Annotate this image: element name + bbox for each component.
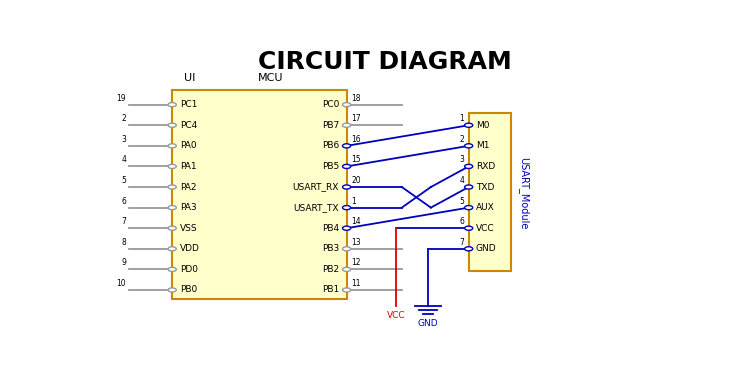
Circle shape <box>168 288 176 292</box>
Text: 16: 16 <box>351 135 361 144</box>
Text: PB7: PB7 <box>322 121 339 130</box>
Text: 4: 4 <box>122 155 126 165</box>
Text: PA2: PA2 <box>180 183 196 191</box>
Text: VDD: VDD <box>180 244 200 253</box>
Text: PC1: PC1 <box>180 100 197 109</box>
Circle shape <box>168 226 176 230</box>
Text: USART_TX: USART_TX <box>293 203 339 212</box>
Text: PB6: PB6 <box>322 141 339 151</box>
Text: 15: 15 <box>351 155 361 165</box>
Bar <box>172 90 346 299</box>
Text: USART_RX: USART_RX <box>292 183 339 191</box>
Text: M1: M1 <box>476 141 489 151</box>
Text: PA0: PA0 <box>180 141 196 151</box>
Text: TXD: TXD <box>476 183 494 191</box>
Circle shape <box>168 103 176 107</box>
Text: MCU: MCU <box>258 73 284 83</box>
Text: PA1: PA1 <box>180 162 196 171</box>
Circle shape <box>343 226 351 230</box>
Circle shape <box>343 103 351 107</box>
Text: 7: 7 <box>122 217 126 226</box>
Text: VSS: VSS <box>180 224 197 233</box>
Text: VCC: VCC <box>387 311 405 320</box>
Text: 8: 8 <box>122 238 126 247</box>
Text: 6: 6 <box>122 197 126 206</box>
Text: 10: 10 <box>117 279 126 288</box>
Text: RXD: RXD <box>476 162 495 171</box>
Text: CIRCUIT DIAGRAM: CIRCUIT DIAGRAM <box>257 50 512 74</box>
Text: 3: 3 <box>459 155 464 165</box>
Circle shape <box>343 164 351 168</box>
Text: 20: 20 <box>351 176 361 185</box>
Circle shape <box>168 206 176 210</box>
Text: 6: 6 <box>459 217 464 226</box>
Circle shape <box>343 206 351 210</box>
Text: PD0: PD0 <box>180 265 198 274</box>
Text: 1: 1 <box>459 114 464 123</box>
Circle shape <box>168 123 176 127</box>
Text: 5: 5 <box>459 197 464 206</box>
Text: 2: 2 <box>459 135 464 144</box>
Text: GND: GND <box>418 319 438 327</box>
Circle shape <box>343 247 351 251</box>
Text: 9: 9 <box>122 258 126 267</box>
Circle shape <box>464 123 472 127</box>
Circle shape <box>168 144 176 148</box>
Circle shape <box>168 164 176 168</box>
Text: PC4: PC4 <box>180 121 197 130</box>
Circle shape <box>343 288 351 292</box>
Text: 14: 14 <box>351 217 361 226</box>
Circle shape <box>168 267 176 272</box>
Text: 2: 2 <box>122 114 126 123</box>
Circle shape <box>464 164 472 168</box>
Text: PB1: PB1 <box>322 285 339 295</box>
Text: VCC: VCC <box>476 224 494 233</box>
Circle shape <box>464 247 472 251</box>
Text: 11: 11 <box>351 279 361 288</box>
Text: AUX: AUX <box>476 203 494 212</box>
Text: 19: 19 <box>117 94 126 103</box>
Text: M0: M0 <box>476 121 489 130</box>
Circle shape <box>464 185 472 189</box>
Circle shape <box>343 144 351 148</box>
Circle shape <box>464 206 472 210</box>
Text: 18: 18 <box>351 94 361 103</box>
Bar <box>469 113 511 271</box>
Text: 1: 1 <box>351 197 356 206</box>
Text: 13: 13 <box>351 238 361 247</box>
Text: PB4: PB4 <box>322 224 339 233</box>
Circle shape <box>464 144 472 148</box>
Text: PB0: PB0 <box>180 285 197 295</box>
Circle shape <box>343 267 351 272</box>
Circle shape <box>168 247 176 251</box>
Text: GND: GND <box>476 244 496 253</box>
Text: 17: 17 <box>351 114 361 123</box>
Text: PC0: PC0 <box>322 100 339 109</box>
Text: PB5: PB5 <box>322 162 339 171</box>
Circle shape <box>343 185 351 189</box>
Circle shape <box>464 226 472 230</box>
Text: 7: 7 <box>459 238 464 247</box>
Text: 4: 4 <box>459 176 464 185</box>
Text: 5: 5 <box>122 176 126 185</box>
Text: UI: UI <box>184 73 195 83</box>
Text: PA3: PA3 <box>180 203 196 212</box>
Text: 12: 12 <box>351 258 361 267</box>
Text: 3: 3 <box>122 135 126 144</box>
Circle shape <box>343 123 351 127</box>
Text: PB2: PB2 <box>322 265 339 274</box>
Circle shape <box>168 185 176 189</box>
Text: USART_Module: USART_Module <box>518 157 530 229</box>
Text: PB3: PB3 <box>322 244 339 253</box>
